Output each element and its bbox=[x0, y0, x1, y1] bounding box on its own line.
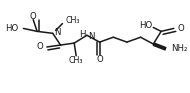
Text: N: N bbox=[54, 28, 60, 37]
Text: CH₃: CH₃ bbox=[65, 16, 80, 25]
Text: O: O bbox=[30, 12, 36, 21]
Text: NH₂: NH₂ bbox=[171, 44, 187, 53]
Text: HO: HO bbox=[139, 21, 152, 30]
Text: N: N bbox=[88, 32, 94, 41]
Text: HO: HO bbox=[5, 24, 19, 33]
Text: O: O bbox=[36, 43, 43, 52]
Text: CH₃: CH₃ bbox=[69, 56, 83, 65]
Text: H: H bbox=[79, 30, 86, 39]
Text: O: O bbox=[178, 24, 184, 33]
Text: O: O bbox=[96, 55, 103, 64]
